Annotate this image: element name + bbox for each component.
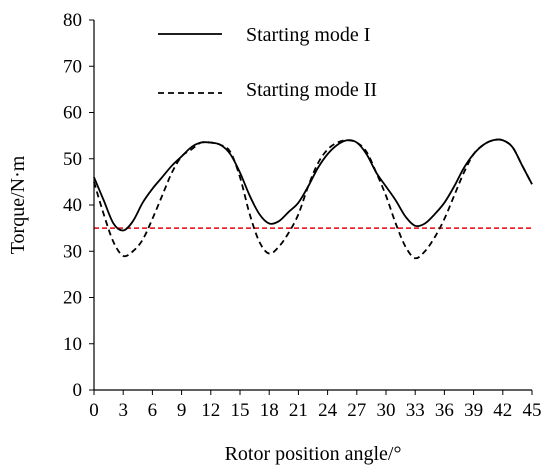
x-tick-label: 0 — [89, 400, 99, 421]
y-tick-label: 80 — [63, 10, 82, 31]
tick-marks — [89, 19, 533, 395]
x-tick-label: 45 — [523, 400, 542, 421]
tick-labels: 0 3 6 9 12 15 18 21 24 27 30 33 36 39 42 45010203040506… — [63, 10, 542, 421]
x-tick-label: 3 — [118, 400, 128, 421]
x-axis-title: Rotor position angle/° — [225, 443, 402, 465]
x-tick-label: 33 — [406, 400, 425, 421]
axes — [93, 20, 532, 391]
y-tick-label: 40 — [63, 195, 82, 216]
x-tick-label: 36 — [435, 400, 454, 421]
y-tick-label: 60 — [63, 103, 82, 124]
legend: Starting mode I Starting mode II — [158, 24, 377, 101]
x-tick-label: 42 — [493, 400, 512, 421]
x-tick-label: 39 — [464, 400, 483, 421]
x-tick-label: 12 — [201, 400, 220, 421]
x-tick-label: 15 — [231, 400, 250, 421]
y-tick-label: 0 — [73, 380, 83, 401]
x-tick-label: 9 — [177, 400, 187, 421]
y-axis-title: Torque/N·m — [7, 155, 29, 254]
y-tick-label: 70 — [63, 56, 82, 77]
y-tick-label: 30 — [63, 241, 82, 262]
legend-label-starting-mode-i: Starting mode I — [246, 24, 370, 46]
y-tick-label: 50 — [63, 149, 82, 170]
x-tick-label: 21 — [289, 400, 308, 421]
plot-area — [93, 138, 533, 260]
x-tick-label: 27 — [347, 400, 366, 421]
x-tick-label: 18 — [260, 400, 279, 421]
x-tick-label: 6 — [148, 400, 158, 421]
x-tick-label: 24 — [318, 400, 338, 421]
y-tick-label: 20 — [63, 288, 82, 309]
y-tick-label: 10 — [63, 334, 82, 355]
x-tick-label: 30 — [377, 400, 396, 421]
series-line-starting-mode-ii — [93, 138, 533, 260]
series-line-starting-mode-i — [93, 138, 533, 232]
legend-label-starting-mode-ii: Starting mode II — [246, 79, 377, 101]
